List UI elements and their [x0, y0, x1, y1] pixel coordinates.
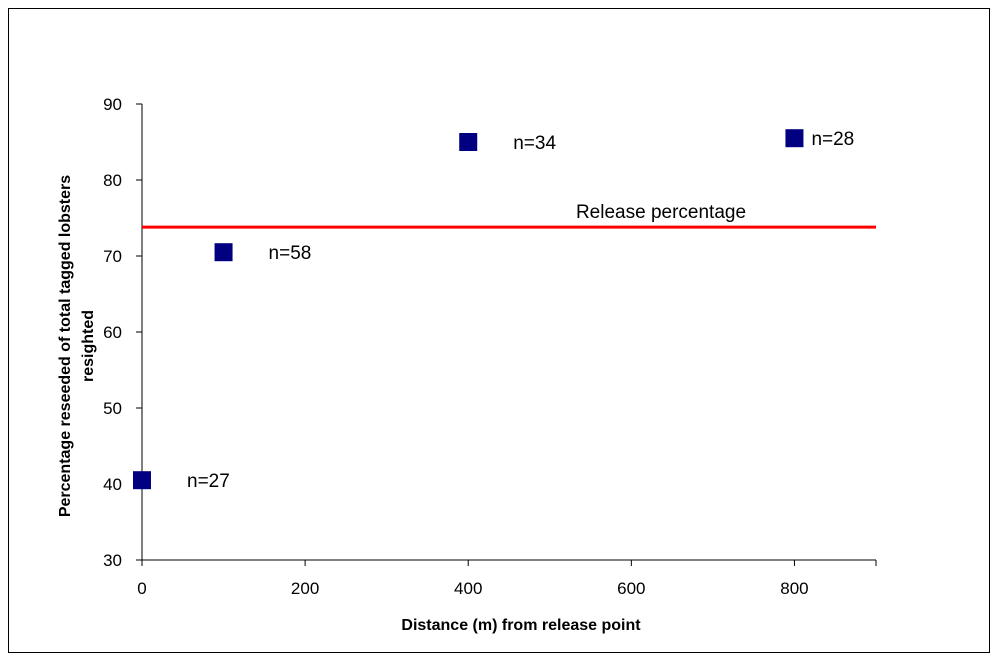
reference-line-group: Release percentage [142, 202, 876, 229]
y-tick-label: 50 [103, 399, 122, 418]
y-tick-label: 30 [103, 551, 122, 570]
y-axis-title-line-1: Percentage reseeded of total tagged lobs… [57, 175, 74, 517]
data-point-label: n=28 [811, 129, 854, 150]
y-axis-title: Percentage reseeded of total tagged lobs… [57, 175, 97, 517]
y-tick-label: 40 [103, 475, 122, 494]
y-tick-label: 80 [103, 171, 122, 190]
data-point-label: n=58 [269, 243, 312, 264]
data-point-marker [785, 129, 804, 148]
data-point-marker [133, 471, 151, 490]
chart-frame [8, 8, 990, 653]
x-axis-title: Distance (m) from release point [401, 617, 641, 634]
ticks: 30 40 50 60 70 80 90 0 200 400 600 800 [103, 95, 877, 598]
data-point-marker [214, 243, 233, 262]
x-tick-label: 400 [454, 579, 482, 598]
release-percentage-label: Release percentage [576, 202, 746, 223]
data-point-label: n=34 [513, 133, 556, 154]
y-axis-title-line-2: resighted [80, 310, 97, 382]
y-tick-label: 60 [103, 323, 122, 342]
data-point-label: n=27 [187, 471, 230, 492]
axes [141, 104, 876, 561]
x-tick-label: 600 [617, 579, 645, 598]
y-tick-label: 70 [103, 247, 122, 266]
y-tick-label: 90 [103, 95, 122, 114]
x-tick-label: 800 [780, 579, 808, 598]
data-point-marker [459, 133, 478, 151]
x-tick-label: 200 [291, 579, 319, 598]
x-tick-label: 0 [137, 579, 146, 598]
data-points: n=27 n=58 n=34 n=28 [133, 129, 854, 492]
